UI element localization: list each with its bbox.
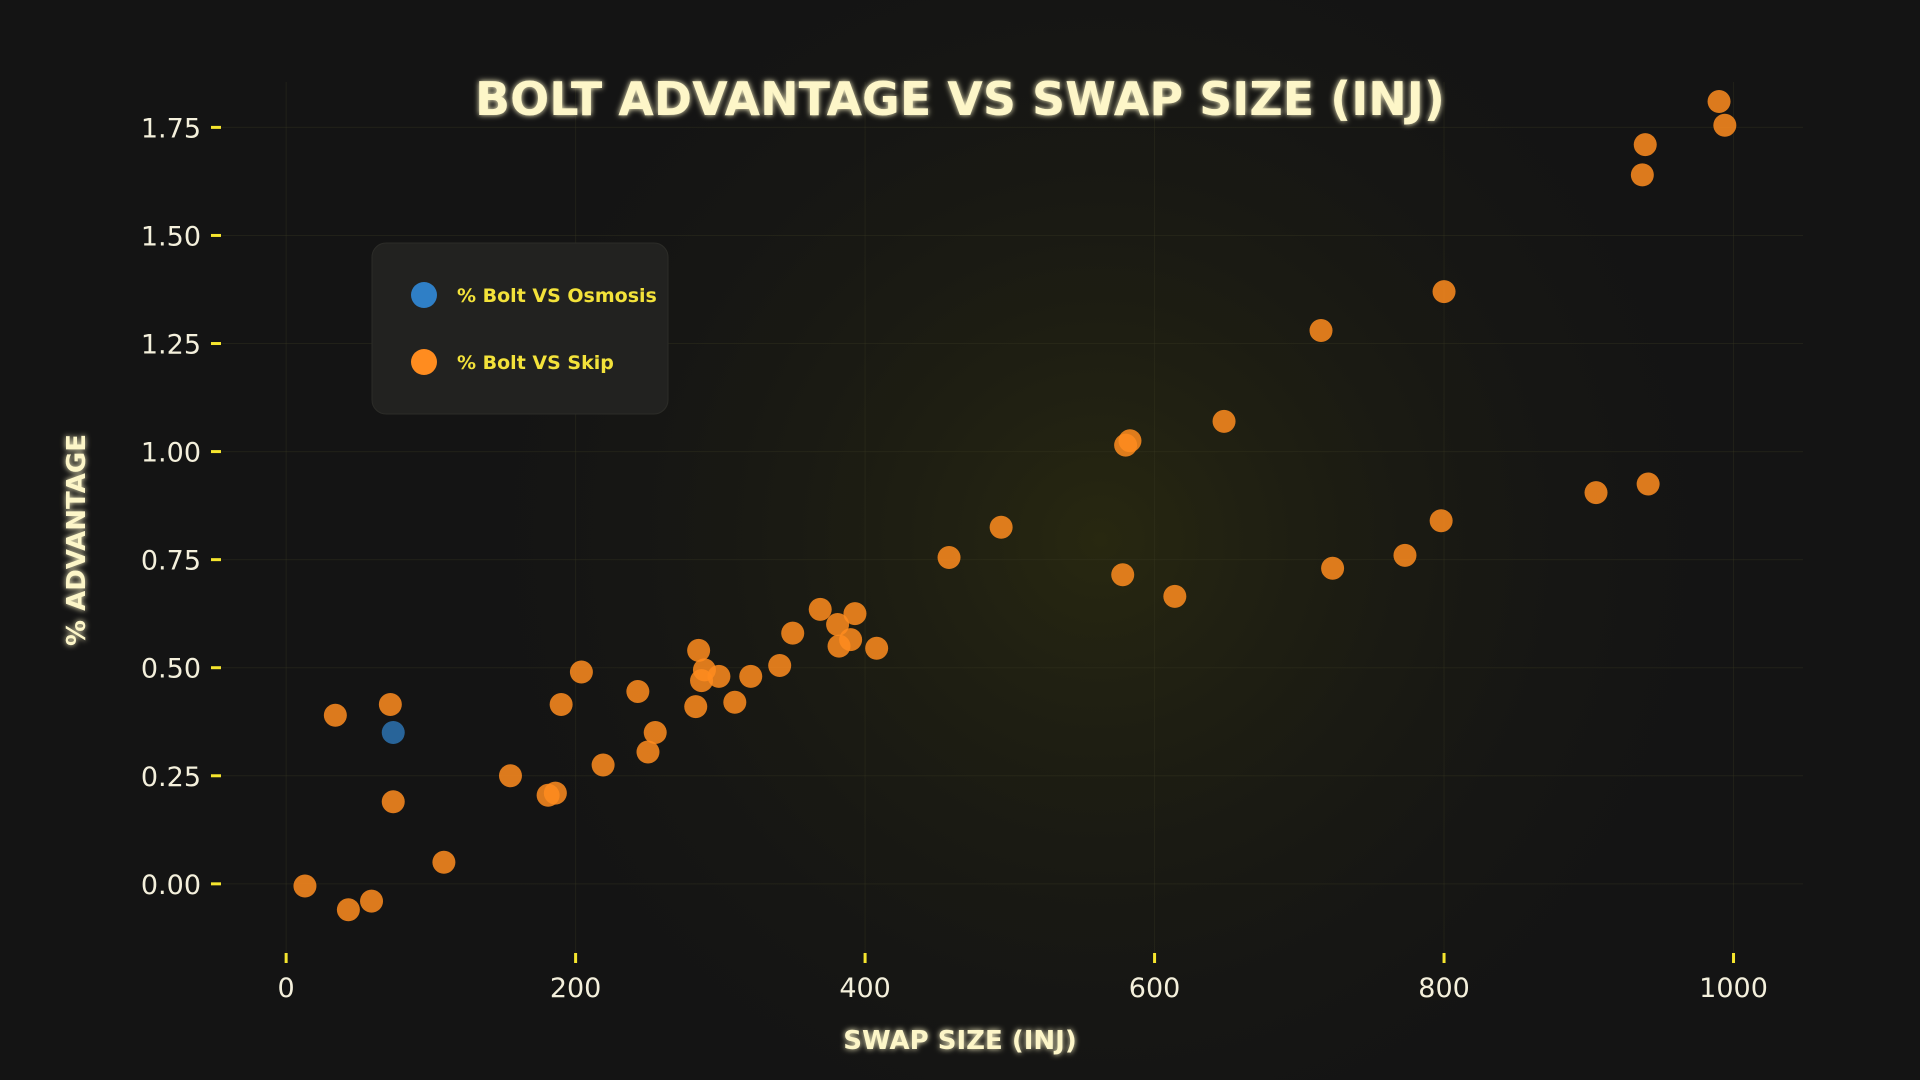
data-point bbox=[360, 889, 384, 913]
data-point bbox=[1584, 481, 1608, 505]
x-axis-label: SWAP SIZE (INJ) bbox=[843, 1026, 1076, 1056]
legend-marker-skip bbox=[411, 349, 437, 375]
data-point bbox=[723, 690, 747, 714]
x-tick-label: 200 bbox=[550, 973, 602, 1004]
y-tick-label: 0.50 bbox=[141, 654, 201, 685]
data-point bbox=[643, 721, 667, 745]
data-point bbox=[684, 695, 708, 719]
data-point bbox=[378, 692, 402, 716]
axes bbox=[219, 82, 1803, 955]
legend-label-osmosis: % Bolt VS Osmosis bbox=[457, 285, 657, 307]
y-tick-label: 0.75 bbox=[141, 546, 201, 577]
data-point bbox=[626, 679, 650, 703]
data-point bbox=[591, 753, 615, 777]
y-tick-label: 1.75 bbox=[141, 113, 201, 144]
y-tick-label: 1.50 bbox=[141, 221, 201, 252]
data-point bbox=[381, 790, 405, 814]
legend-box bbox=[371, 242, 669, 415]
x-tick-labels: 0 200 400 600 800 1000 bbox=[278, 953, 1768, 1004]
series-1 bbox=[293, 89, 1737, 922]
data-point bbox=[687, 638, 711, 662]
data-point bbox=[843, 602, 867, 626]
data-point bbox=[1212, 409, 1236, 433]
data-point bbox=[1432, 280, 1456, 304]
data-point bbox=[381, 721, 405, 745]
data-point bbox=[1713, 113, 1737, 137]
data-point bbox=[808, 597, 832, 621]
data-point bbox=[323, 703, 347, 727]
y-tick-label: 0.25 bbox=[141, 762, 201, 793]
data-point bbox=[1636, 472, 1660, 496]
x-tick-label: 1000 bbox=[1699, 973, 1768, 1004]
data-point bbox=[768, 654, 792, 678]
data-point bbox=[543, 781, 567, 805]
data-point bbox=[293, 874, 317, 898]
data-point bbox=[498, 764, 522, 788]
y-axis-label: % ADVANTAGE bbox=[62, 434, 92, 646]
x-tick-label: 0 bbox=[278, 973, 295, 1004]
data-point bbox=[1429, 509, 1453, 533]
chart-title: BOLT ADVANTAGE VS SWAP SIZE (INJ) bbox=[475, 72, 1445, 126]
data-point bbox=[1321, 556, 1345, 580]
legend: % Bolt VS Osmosis % Bolt VS Skip bbox=[371, 242, 669, 415]
data-point bbox=[1630, 163, 1654, 187]
data-point bbox=[865, 636, 889, 660]
data-point bbox=[1118, 429, 1142, 453]
y-tick-labels: 0.00 0.25 0.50 0.75 1.00 1.25 1.50 1.75 bbox=[141, 113, 221, 901]
data-point bbox=[989, 515, 1013, 539]
data-point bbox=[826, 612, 850, 636]
data-point bbox=[1111, 563, 1135, 587]
data-points bbox=[293, 89, 1737, 922]
series-0 bbox=[381, 721, 405, 745]
data-point bbox=[1707, 89, 1731, 113]
data-point bbox=[1633, 133, 1657, 157]
x-tick-label: 600 bbox=[1129, 973, 1181, 1004]
data-point bbox=[1393, 543, 1417, 567]
y-tick-label: 1.00 bbox=[141, 438, 201, 469]
data-point bbox=[432, 850, 456, 874]
x-tick-label: 800 bbox=[1418, 973, 1470, 1004]
x-tick-label: 400 bbox=[839, 973, 891, 1004]
data-point bbox=[549, 692, 573, 716]
data-point bbox=[707, 664, 731, 688]
data-point bbox=[781, 621, 805, 645]
legend-label-skip: % Bolt VS Skip bbox=[457, 352, 614, 374]
data-point bbox=[569, 660, 593, 684]
data-point bbox=[636, 740, 660, 764]
y-tick-label: 0.00 bbox=[141, 870, 201, 901]
data-point bbox=[1309, 319, 1333, 343]
data-point bbox=[739, 664, 763, 688]
legend-marker-osmosis bbox=[411, 282, 437, 308]
data-point bbox=[1163, 584, 1187, 608]
y-tick-label: 1.25 bbox=[141, 330, 201, 361]
data-point bbox=[839, 628, 863, 652]
data-point bbox=[336, 898, 360, 922]
data-point bbox=[937, 545, 961, 569]
